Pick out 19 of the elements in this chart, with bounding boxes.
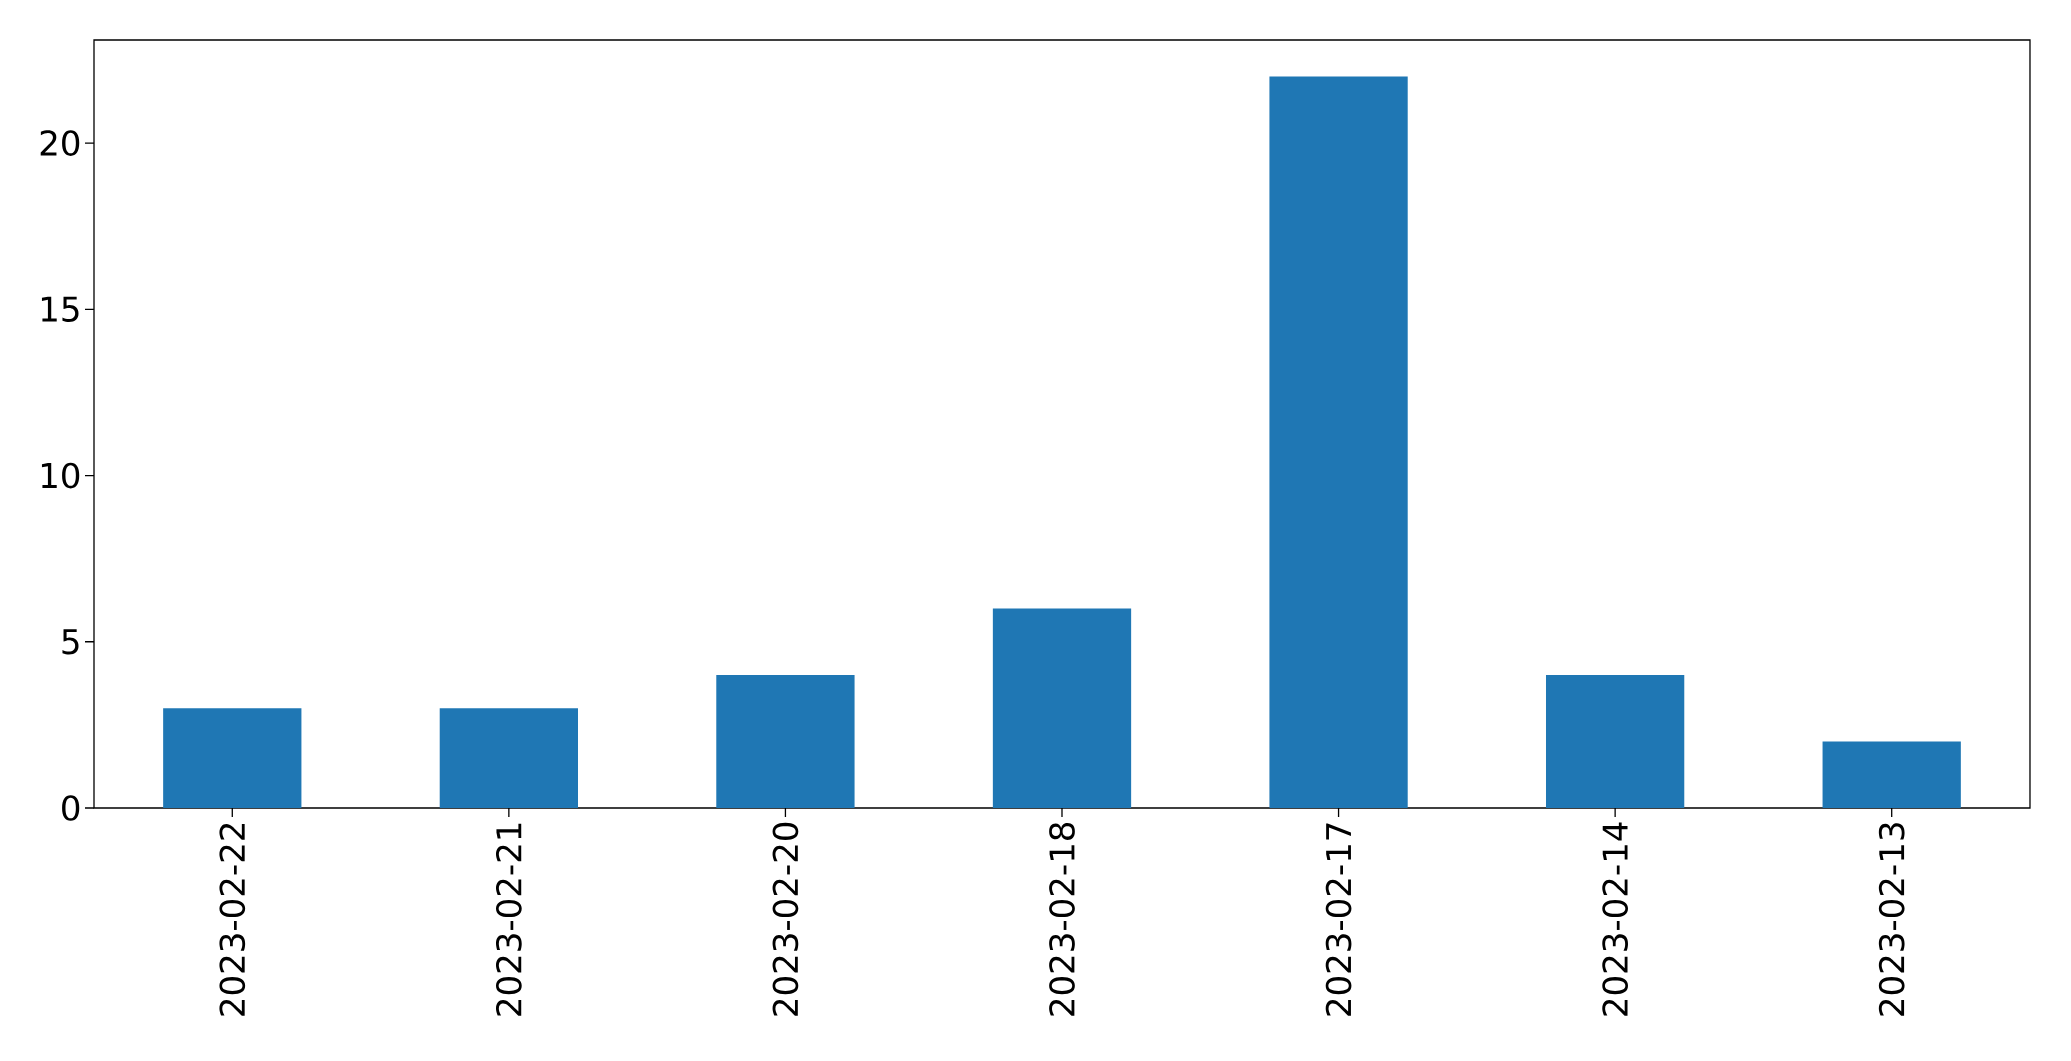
y-tick-label: 5 (62, 629, 79, 655)
bar (163, 708, 302, 808)
bar (1545, 675, 1685, 808)
x-tick-label: 2023-02-21 (496, 823, 522, 1016)
y-tick-label: 15 (41, 296, 79, 322)
bar (716, 675, 855, 808)
y-tick-label: 10 (41, 462, 80, 489)
x-tick-label: 2023-02-18 (1049, 822, 1075, 1016)
x-tick-label: 2023-02-14 (1602, 822, 1628, 1016)
y-tick-label: 0 (62, 795, 80, 821)
x-tick-label: 2023-02-22 (219, 823, 246, 1016)
bar (439, 708, 578, 808)
bar (1269, 76, 1408, 808)
bar (1822, 741, 1961, 808)
x-tick-label: 2023-02-13 (1878, 823, 1905, 1016)
x-tick-label: 2023-02-17 (1325, 823, 1352, 1016)
y-tick-label: 20 (40, 130, 80, 156)
x-tick-label: 2023-02-20 (772, 822, 799, 1016)
bar (992, 608, 1132, 808)
